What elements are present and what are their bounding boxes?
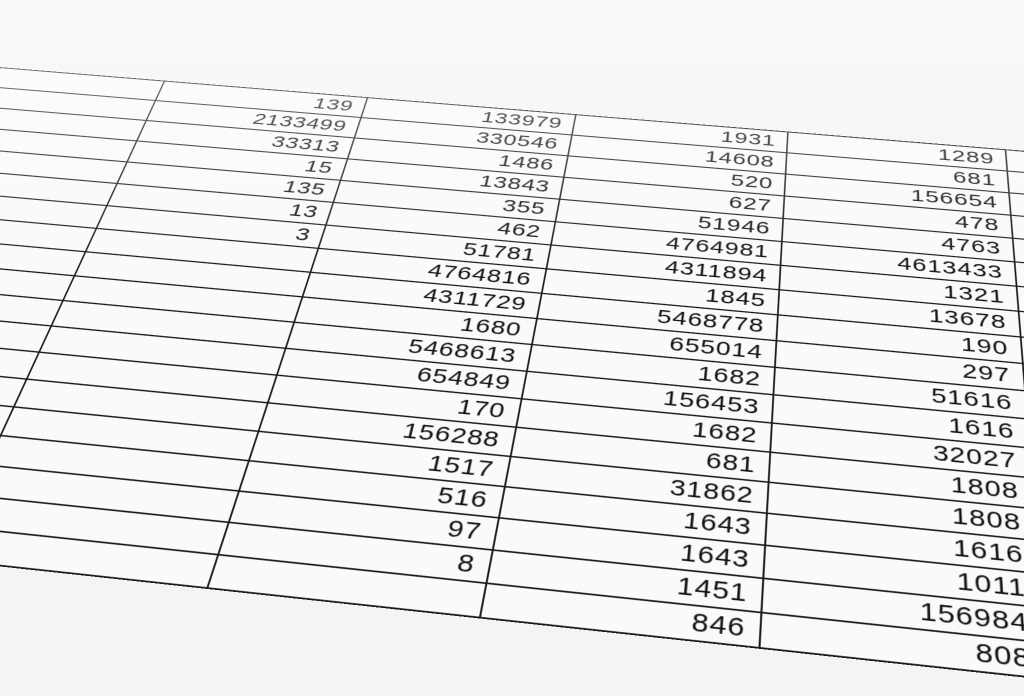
printed-spreadsheet: 1391339791931128915682133499330546146086…: [0, 65, 1024, 696]
number-table: 1391339791931128915682133499330546146086…: [0, 65, 1024, 696]
